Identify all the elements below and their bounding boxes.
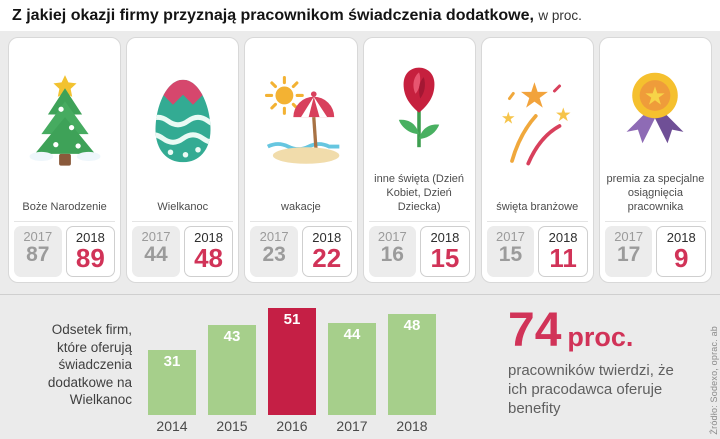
svg-text:★: ★ [519,77,550,117]
year-label-2018: 2018 [75,229,105,245]
value-2017-number: 23 [262,242,286,266]
bar-value-label: 43 [223,328,241,345]
benefit-values: 2017 23 2018 22 [250,220,352,277]
rose-icon [369,44,470,171]
benefit-values: 2017 87 2018 89 [14,220,116,277]
value-2018-number: 22 [312,242,342,273]
value-2018: 2018 48 [183,225,234,277]
value-2017: 2017 23 [250,225,298,277]
year-label-2017: 2017 [496,228,525,244]
value-2018-number: 48 [194,242,224,273]
benefit-label: Boże Narodzenie [22,200,107,213]
value-2017-number: 16 [380,242,404,266]
bar-2014: 31 [148,350,196,415]
value-2018: 2018 9 [656,225,707,277]
bar-column: 51 2016 [268,308,316,434]
year-label-2017: 2017 [614,228,644,244]
bar-chart-title: Odsetek firm, które oferują świadczenia … [47,322,132,408]
benefit-label: święta branżowe [496,200,579,213]
value-2017: 2017 17 [604,225,653,277]
year-label-2017: 2017 [377,228,407,244]
big-stat-74: 74 proc. pracowników twierdzi, że ich pra… [508,307,693,419]
page-title-unit: w proc. [538,8,582,23]
benefit-cards-row: Boże Narodzenie 2017 87 2018 89 [0,31,720,283]
value-2017-number: 44 [144,242,168,266]
bar-column: 43 2015 [208,325,256,434]
value-2017: 2017 87 [14,225,62,277]
easter-egg-icon [132,44,233,199]
year-label-2017: 2017 [259,228,289,244]
value-2017-number: 15 [498,242,523,266]
bar-column: 44 2017 [328,323,376,434]
svg-text:★: ★ [555,105,572,126]
benefit-card-swieta-branzowe: ★ ★ ★ święta branżowe 2017 15 2018 11 [480,37,594,283]
bar-column: 48 2018 [388,314,436,434]
value-2018: 2018 22 [301,225,352,277]
value-2018: 2018 11 [538,225,588,277]
year-label-2018: 2018 [666,229,696,245]
benefit-values: 2017 17 2018 9 [604,220,707,277]
benefit-label: wakacje [281,200,321,213]
svg-text:★: ★ [644,81,666,110]
benefit-values: 2017 15 2018 11 [486,220,588,277]
bar-2018: 48 [388,314,436,415]
year-label-2017: 2017 [23,228,53,244]
bar-value-label: 44 [343,326,361,343]
bar-year-label: 2015 [216,418,248,434]
easter-benefits-bar-chart: 31 2014 43 2015 51 2016 44 2017 [148,308,436,434]
value-2018: 2018 89 [65,225,116,277]
big-stat-unit: proc. [567,322,634,352]
value-2017: 2017 15 [486,225,535,277]
value-2017-number: 17 [616,242,641,266]
bottom-section: Odsetek firm, które oferują świadczenia … [0,294,720,439]
bar-2015: 43 [208,325,256,415]
bar-value-label: 31 [163,353,181,370]
year-label-2017: 2017 [141,228,171,244]
benefit-card-premia: ★ premia za specjalne osiągnięcia pracow… [598,37,713,283]
bar-column: 31 2014 [148,350,196,434]
value-2017-number: 87 [26,242,50,266]
source-credit: Źródło: Sodexo, oprac. ab [709,326,719,435]
christmas-tree-icon [14,44,115,199]
year-label-2018: 2018 [430,229,460,245]
fireworks-icon: ★ ★ ★ [487,44,588,199]
value-2018: 2018 15 [420,225,470,277]
benefit-card-wielkanoc: Wielkanoc 2017 44 2018 48 [126,37,240,283]
beach-umbrella-icon [250,44,351,199]
year-label-2018: 2018 [312,229,342,245]
benefit-card-boze-narodzenie: Boże Narodzenie 2017 87 2018 89 [8,37,122,283]
bar-year-label: 2014 [156,418,188,434]
year-label-2018: 2018 [548,229,578,245]
benefit-values: 2017 16 2018 15 [368,220,470,277]
value-2018-number: 9 [674,242,689,273]
benefit-label: Wielkanoc [157,200,209,213]
header: Z jakiej okazji firmy przyznają pracowni… [0,0,720,31]
medal-icon: ★ [605,44,706,171]
bar-year-label: 2016 [276,418,308,434]
bar-year-label: 2018 [396,418,428,434]
benefit-label: premia za specjalne osiągnięcia pracowni… [606,173,705,213]
value-2018-number: 15 [430,242,460,273]
benefit-card-inne-swieta: inne święta (Dzień Kobiet, Dzień Dziecka… [362,37,476,283]
value-2017: 2017 16 [368,225,417,277]
big-stat-description: pracowników twierdzi, że ich pracodawca … [508,362,674,418]
year-label-2018: 2018 [194,229,224,245]
svg-text:★: ★ [501,109,516,128]
bar-value-label: 48 [403,317,421,334]
bar-2016-highlighted: 51 [268,308,316,415]
bar-value-label: 51 [283,311,301,328]
page-title: Z jakiej okazji firmy przyznają pracowni… [12,7,534,24]
value-2018-number: 89 [75,242,105,273]
benefit-card-wakacje: wakacje 2017 23 2018 22 [244,37,358,283]
value-2017: 2017 44 [132,225,180,277]
benefit-values: 2017 44 2018 48 [132,220,234,277]
benefit-label: inne święta (Dzień Kobiet, Dzień Dziecka… [374,173,465,213]
big-stat-number: 74 [508,304,562,357]
bar-year-label: 2017 [336,418,368,434]
bar-2017: 44 [328,323,376,415]
value-2018-number: 11 [549,242,577,273]
